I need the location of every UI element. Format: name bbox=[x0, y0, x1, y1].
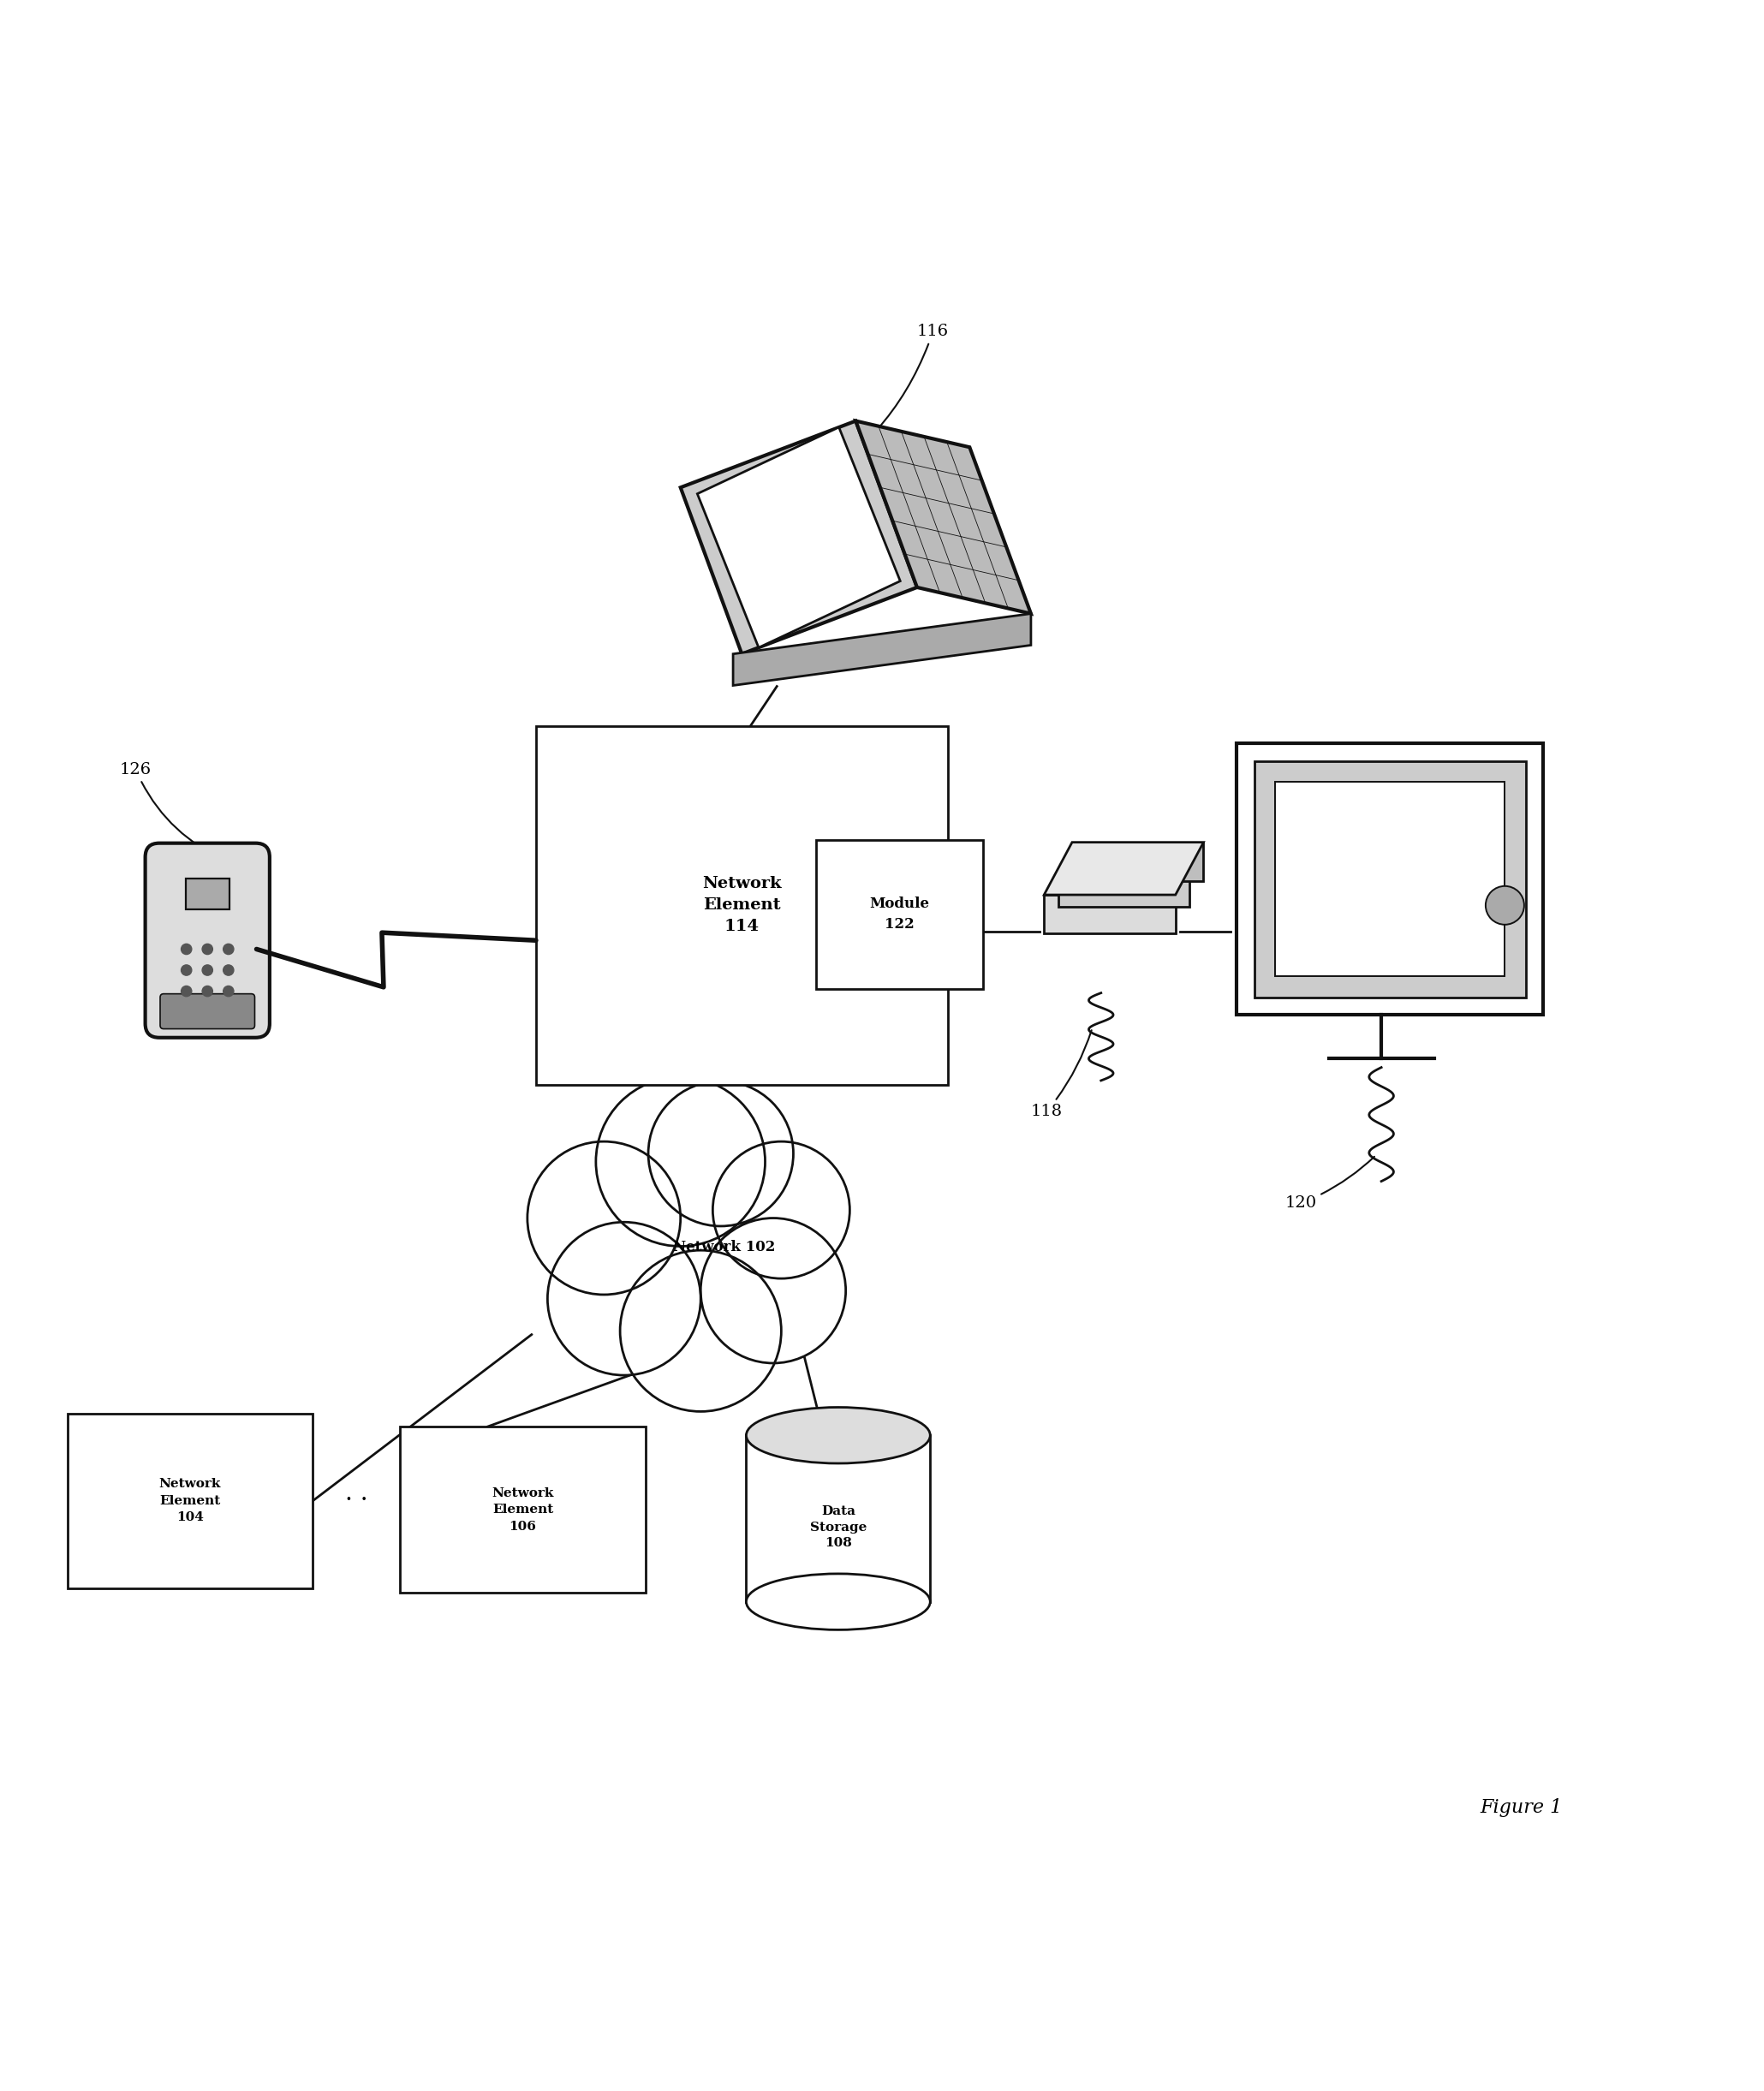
Circle shape bbox=[224, 964, 233, 974]
Circle shape bbox=[182, 987, 192, 997]
Text: 126: 126 bbox=[120, 761, 226, 861]
Ellipse shape bbox=[746, 1407, 930, 1464]
Polygon shape bbox=[697, 427, 900, 648]
FancyBboxPatch shape bbox=[1058, 868, 1189, 907]
Text: Network 102: Network 102 bbox=[674, 1240, 776, 1255]
Circle shape bbox=[182, 943, 192, 953]
Circle shape bbox=[1485, 887, 1524, 924]
FancyBboxPatch shape bbox=[161, 993, 254, 1029]
FancyBboxPatch shape bbox=[1237, 742, 1544, 1014]
FancyBboxPatch shape bbox=[746, 1434, 930, 1602]
FancyBboxPatch shape bbox=[400, 1426, 646, 1593]
Text: Figure 1: Figure 1 bbox=[1480, 1798, 1563, 1817]
Circle shape bbox=[527, 1142, 681, 1294]
Circle shape bbox=[647, 1081, 794, 1225]
Text: Network
Element
114: Network Element 114 bbox=[702, 876, 781, 935]
FancyBboxPatch shape bbox=[185, 878, 229, 910]
FancyBboxPatch shape bbox=[1073, 843, 1203, 880]
FancyBboxPatch shape bbox=[145, 843, 270, 1037]
Circle shape bbox=[182, 964, 192, 974]
FancyBboxPatch shape bbox=[1275, 782, 1505, 976]
Circle shape bbox=[224, 987, 233, 997]
Circle shape bbox=[547, 1221, 700, 1376]
Circle shape bbox=[203, 943, 213, 953]
Text: Data
Storage
108: Data Storage 108 bbox=[810, 1506, 866, 1549]
Circle shape bbox=[203, 987, 213, 997]
Text: 116: 116 bbox=[797, 324, 949, 493]
Ellipse shape bbox=[746, 1575, 930, 1629]
Circle shape bbox=[713, 1142, 850, 1278]
FancyBboxPatch shape bbox=[1254, 761, 1526, 997]
FancyBboxPatch shape bbox=[67, 1414, 312, 1589]
Text: Network
Element
106: Network Element 106 bbox=[492, 1487, 554, 1533]
Circle shape bbox=[224, 943, 233, 953]
Text: Module
122: Module 122 bbox=[870, 897, 930, 930]
FancyBboxPatch shape bbox=[817, 841, 983, 989]
Circle shape bbox=[596, 1077, 766, 1246]
Text: Network
Element
104: Network Element 104 bbox=[159, 1478, 220, 1524]
Polygon shape bbox=[856, 420, 1030, 613]
Circle shape bbox=[203, 964, 213, 974]
Polygon shape bbox=[1044, 843, 1203, 895]
Circle shape bbox=[700, 1219, 845, 1363]
Polygon shape bbox=[681, 420, 917, 654]
Circle shape bbox=[621, 1250, 781, 1411]
FancyBboxPatch shape bbox=[1044, 895, 1175, 933]
Text: 118: 118 bbox=[1030, 1031, 1092, 1119]
Text: 120: 120 bbox=[1284, 1156, 1374, 1211]
FancyBboxPatch shape bbox=[536, 726, 947, 1085]
Text: · ·: · · bbox=[346, 1489, 367, 1512]
Polygon shape bbox=[734, 613, 1030, 686]
